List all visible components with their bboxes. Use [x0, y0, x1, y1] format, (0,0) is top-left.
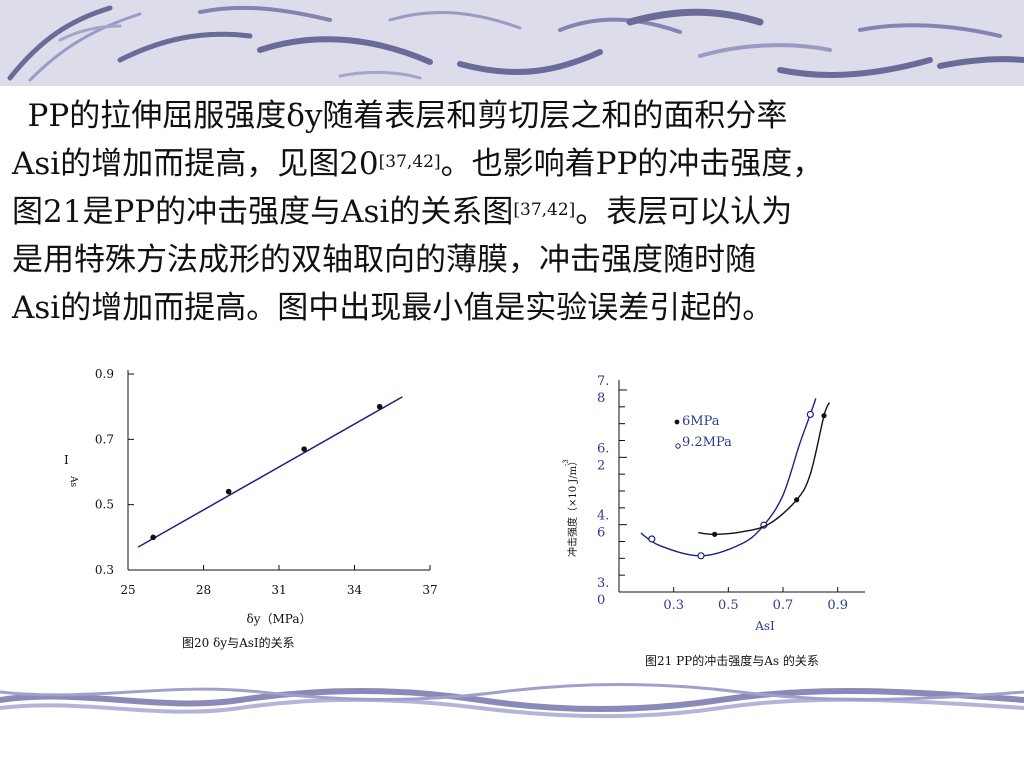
- y-axis-label: 冲击强度（×10 J/m）: [566, 456, 579, 557]
- legend-marker: [675, 443, 681, 449]
- x-tick-label: 0.7: [773, 598, 794, 613]
- paragraph-line-2: Asi的增加而提高，见图20[37,42]。也影响着PP的冲击强度，: [12, 140, 1012, 188]
- y-tick-label: 6: [597, 526, 605, 541]
- x-tick-label: 31: [271, 583, 286, 597]
- data-point: [301, 446, 307, 452]
- paragraph-line-5: Asi的增加而提高。图中出现最小值是实验误差引起的。: [12, 284, 1012, 332]
- figure-20-panel: 0.9 0.7 0.5 0.3 25 28 31 34 37 Ⅰ As δy（MPa） 图20 δy与…: [48, 352, 456, 662]
- data-point: [648, 535, 656, 543]
- y-tick-label: 8: [597, 391, 605, 406]
- data-point: [806, 410, 814, 419]
- paragraph-line-5-text: Asi的增加而提高。图中出现最小值是实验误差引起的。: [12, 290, 774, 326]
- y-tick-label: 7.: [597, 374, 609, 389]
- x-tick-label: 25: [120, 583, 135, 597]
- paragraph-line-3: 图21是PP的冲击强度与Asi的关系图[37,42]。表层可以认为: [12, 188, 1012, 236]
- y-axis-label-exponent: -3: [562, 459, 570, 466]
- x-tick-label: 0.9: [827, 598, 848, 613]
- paragraph-line-4: 是用特殊方法成形的双轴取向的薄膜，冲击强度随时随: [12, 236, 1012, 284]
- paragraph-line-3-text-a: 图21是PP的冲击强度与Asi的关系图: [12, 194, 514, 230]
- data-point: [150, 534, 156, 541]
- data-point: [712, 531, 718, 537]
- paragraph-line-2-text-a: Asi的增加而提高，见图20: [12, 146, 379, 182]
- series-line: [640, 398, 817, 557]
- paragraph-line-2-text-b: 。也影响着PP的冲击强度，: [440, 146, 824, 182]
- y-tick-label: 0.5: [95, 498, 114, 512]
- data-point: [697, 552, 705, 560]
- main-paragraph: PP的拉伸屈服强度δy随着表层和剪切层之和的面积分率 Asi的增加而提高，见图2…: [12, 92, 1012, 332]
- x-tick-label: 0.3: [663, 598, 684, 613]
- figure-21-caption: 图21 PP的冲击强度与As 的关系: [645, 654, 819, 668]
- y-tick-label: 4.: [597, 509, 609, 524]
- data-point: [376, 403, 383, 410]
- figure-20-chart: 0.9 0.7 0.5 0.3 25 28 31 34 37 Ⅰ As δy（MPa）: [64, 367, 438, 626]
- fit-line: [137, 396, 403, 548]
- paragraph-line-1-text: PP的拉伸屈服强度δy随着表层和剪切层之和的面积分率: [27, 98, 788, 134]
- x-tick-label: 28: [196, 583, 211, 597]
- legend-marker: [674, 419, 680, 425]
- legend-label: 9.2MPa: [682, 435, 732, 450]
- figure-21-panel: 7. 8 6. 2 4. 6 3. 0 0.3 0.5 0.7 0.9 6MPa 9.2MPa 冲击强度（×…: [543, 342, 943, 678]
- x-tick-label: 0.5: [718, 598, 739, 613]
- x-tick-label: 34: [347, 583, 363, 597]
- y-axis-label: Ⅰ: [64, 453, 69, 467]
- citation-ref: [37,42]: [378, 152, 441, 172]
- y-tick-label: 3.: [597, 576, 609, 591]
- figure-20-caption: 图20 δy与AsⅠ的关系: [182, 636, 295, 650]
- data-point: [821, 413, 827, 419]
- x-axis-label: AsⅠ: [754, 619, 775, 633]
- y-tick-label: 0: [597, 593, 605, 608]
- citation-ref: [37,42]: [513, 200, 576, 220]
- data-point: [794, 497, 800, 503]
- paragraph-line-3-text-b: 。表层可以认为: [575, 194, 793, 230]
- x-axis-label: δy（MPa）: [247, 612, 312, 626]
- decorative-wave-band-bottom: [0, 683, 1024, 719]
- data-point: [225, 488, 232, 495]
- y-tick-label: 2: [597, 458, 605, 473]
- figure-21-chart: 7. 8 6. 2 4. 6 3. 0 0.3 0.5 0.7 0.9 6MPa 9.2MPa 冲击强度（×…: [562, 374, 865, 633]
- paragraph-line-1: PP的拉伸屈服强度δy随着表层和剪切层之和的面积分率: [12, 92, 1012, 140]
- y-tick-label: 0.3: [95, 563, 114, 577]
- legend-label: 6MPa: [682, 414, 720, 429]
- y-tick-label: 0.7: [95, 432, 114, 446]
- decorative-wave-band-top: [0, 0, 1024, 86]
- y-tick-label: 6.: [597, 441, 609, 456]
- y-axis-label-sub: As: [68, 475, 78, 487]
- paragraph-line-4-text: 是用特殊方法成形的双轴取向的薄膜，冲击强度随时随: [12, 242, 756, 278]
- y-tick-label: 0.9: [95, 367, 114, 381]
- x-tick-label: 37: [422, 583, 437, 597]
